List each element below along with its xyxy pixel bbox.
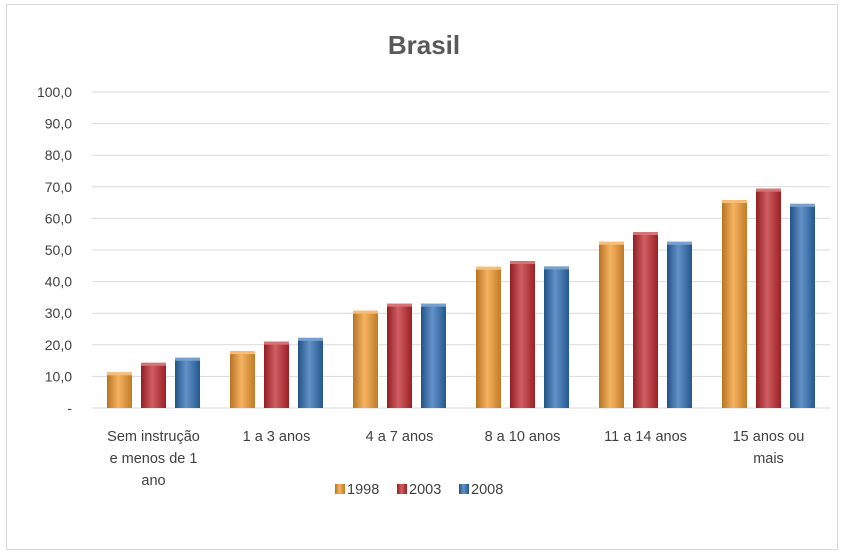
legend-swatch-1998 [335, 484, 345, 494]
y-tick-label: - [67, 400, 72, 416]
bar-1998 [722, 200, 747, 408]
y-tick-label: 40,0 [45, 274, 72, 290]
bar-top-2008 [421, 303, 446, 307]
bar-2003 [264, 341, 289, 408]
bar-1998 [107, 372, 132, 408]
bar-top-1998 [230, 351, 255, 355]
x-tick-label: 4 a 7 anos [366, 429, 434, 445]
gridlines [92, 91, 830, 409]
bar-top-2003 [264, 341, 289, 345]
bar-1998 [599, 241, 624, 408]
bar-top-2003 [756, 188, 781, 192]
y-tick-label: 10,0 [45, 368, 72, 384]
bar-top-1998 [722, 200, 747, 204]
y-tick-label: 30,0 [45, 305, 72, 321]
x-tick-label: 15 anos ou mais [733, 429, 805, 467]
y-tick-label: 100,0 [37, 84, 72, 100]
bar-top-1998 [353, 310, 378, 314]
x-tick-label: 8 a 10 anos [485, 429, 561, 445]
bar-top-1998 [599, 241, 624, 245]
y-tick-label: 70,0 [45, 179, 72, 195]
y-axis-ticks: - 10,0 20,0 30,0 40,0 50,0 60,0 70,0 80,0 90,0 100… [37, 84, 72, 416]
bar-2008 [421, 303, 446, 408]
bar-1998 [353, 310, 378, 408]
bars [107, 188, 815, 408]
bar-top-1998 [476, 266, 501, 270]
bar-1998 [476, 266, 501, 408]
bar-2008 [667, 241, 692, 408]
x-tick-label: 11 a 14 anos [604, 429, 687, 445]
bar-2003 [633, 231, 658, 408]
bar-top-2003 [510, 261, 535, 265]
x-tick-label: 1 a 3 anos [243, 429, 311, 445]
y-tick-label: 60,0 [45, 210, 72, 226]
bar-1998 [230, 351, 255, 408]
y-tick-label: 80,0 [45, 147, 72, 163]
y-tick-label: 20,0 [45, 337, 72, 353]
legend-label: 2008 [471, 482, 503, 498]
legend: 1998 2003 2008 [335, 482, 503, 498]
bar-2003 [756, 188, 781, 408]
bar-top-2008 [790, 203, 815, 207]
bar-2003 [510, 261, 535, 408]
chart-frame [6, 4, 838, 550]
bar-2008 [790, 203, 815, 408]
y-tick-label: 50,0 [45, 242, 72, 258]
bar-2003 [141, 362, 166, 408]
bar-2008 [298, 337, 323, 408]
legend-label: 2003 [409, 482, 441, 498]
y-tick-label: 90,0 [45, 116, 72, 132]
bar-top-2008 [544, 266, 569, 270]
bar-top-1998 [107, 372, 132, 376]
bar-2008 [175, 357, 200, 408]
bar-2003 [387, 303, 412, 408]
x-tick-label: Sem instrução e menos de 1 ano [107, 429, 200, 489]
legend-swatch-2008 [459, 484, 469, 494]
bar-2008 [544, 266, 569, 408]
bar-top-2008 [175, 357, 200, 361]
legend-label: 1998 [347, 482, 379, 498]
bar-top-2008 [298, 337, 323, 341]
bar-top-2008 [667, 241, 692, 245]
bar-top-2003 [387, 303, 412, 307]
legend-swatch-2003 [397, 484, 407, 494]
x-axis-labels: Sem instrução e menos de 1 ano 1 a 3 anos 4 … [107, 429, 804, 489]
bar-top-2003 [633, 231, 658, 235]
chart-title: Brasil [388, 30, 460, 60]
bar-top-2003 [141, 362, 166, 366]
